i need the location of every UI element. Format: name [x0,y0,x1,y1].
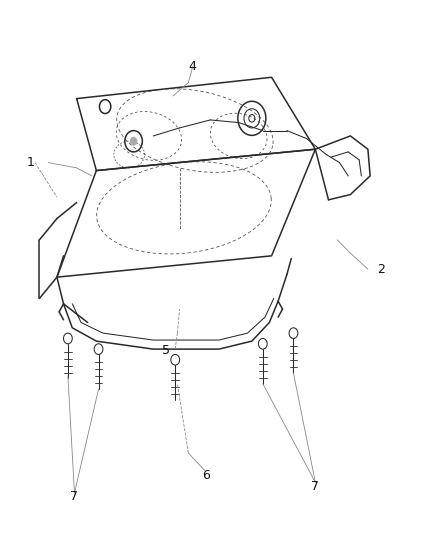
Text: 2: 2 [377,263,385,276]
Text: 6: 6 [202,469,210,482]
Text: 7: 7 [71,490,78,503]
Text: 7: 7 [311,480,319,492]
Text: 1: 1 [27,156,35,169]
Circle shape [131,138,137,145]
Text: 5: 5 [162,344,170,357]
Text: 4: 4 [189,60,197,73]
